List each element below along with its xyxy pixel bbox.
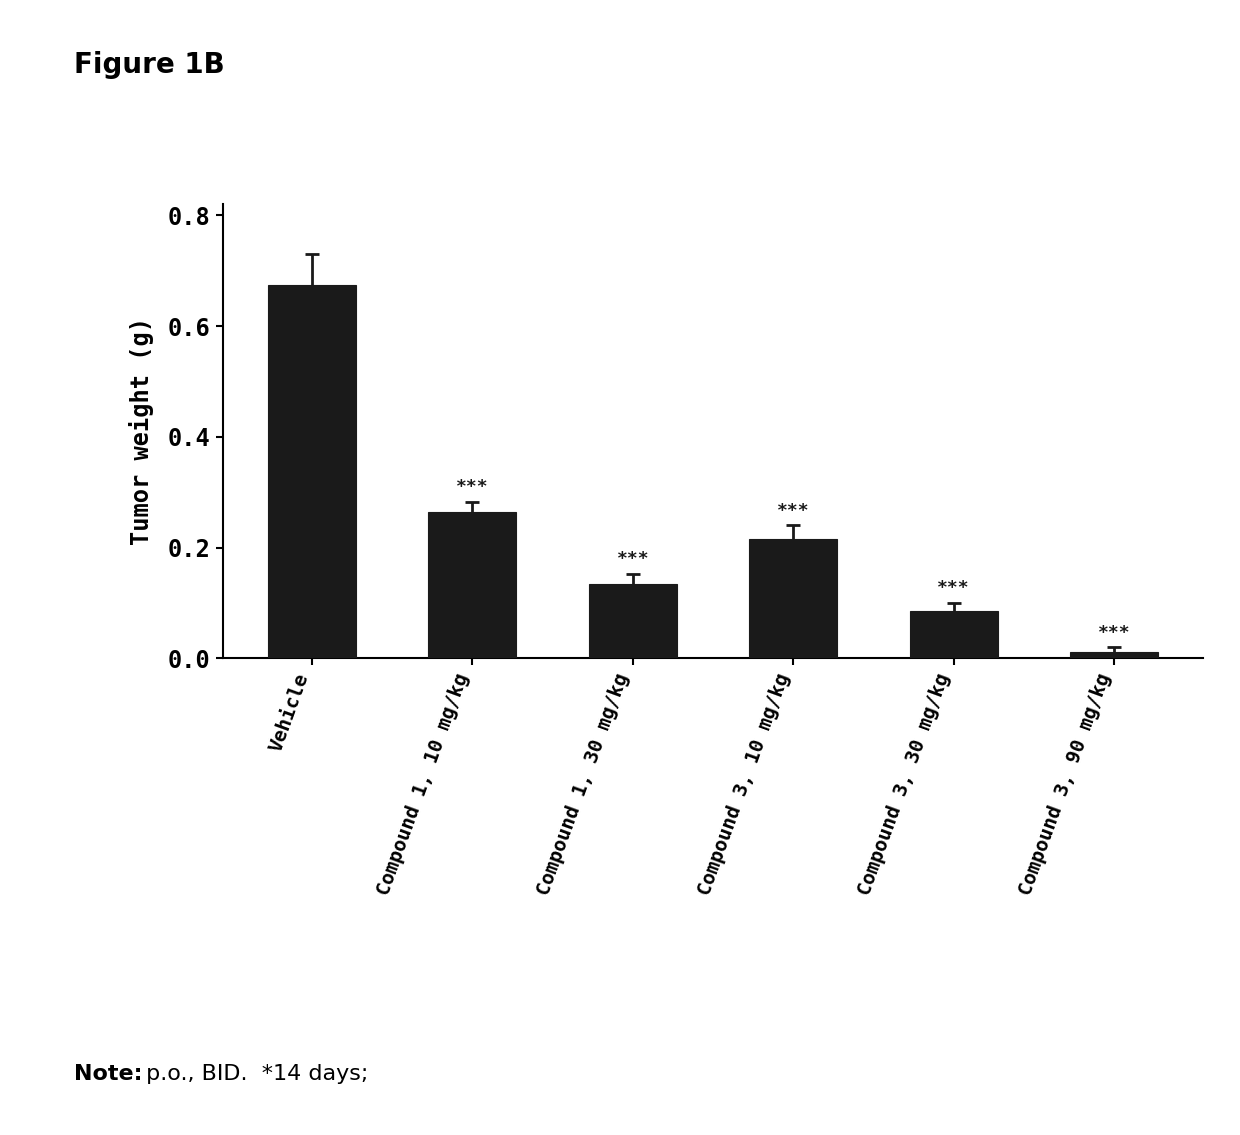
Text: ***: *** (937, 579, 970, 597)
Bar (749, 539, 837, 658)
Y-axis label: Tumor weight (g): Tumor weight (g) (129, 318, 154, 545)
Bar (589, 583, 677, 658)
Text: Figure 1B: Figure 1B (74, 51, 226, 79)
Bar (910, 612, 998, 658)
Bar (1070, 651, 1158, 658)
Bar (268, 285, 356, 658)
Text: ***: *** (616, 550, 649, 568)
Bar (428, 512, 516, 658)
Text: ***: *** (777, 502, 810, 520)
Text: p.o., BID.  *14 days;: p.o., BID. *14 days; (139, 1063, 368, 1084)
Text: Note:: Note: (74, 1063, 143, 1084)
Text: ***: *** (456, 478, 489, 496)
Text: ***: *** (1097, 624, 1131, 641)
